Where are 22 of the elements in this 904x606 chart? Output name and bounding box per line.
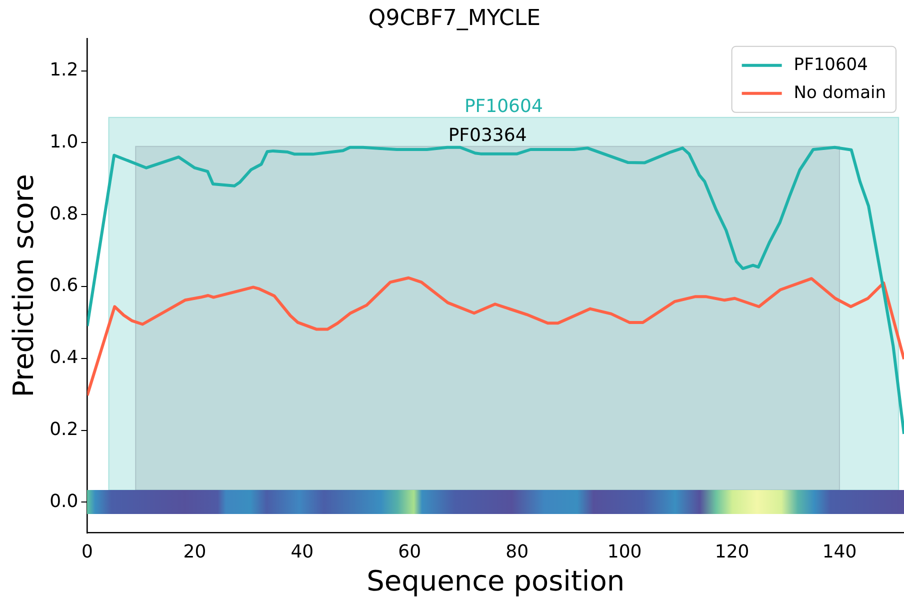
chart-title: Q9CBF7_MYCLE	[368, 6, 541, 31]
x-tick-label: 80	[506, 541, 529, 562]
y-tick-label: 0.0	[50, 490, 78, 512]
x-tick-label: 0	[82, 541, 93, 562]
band-label: PF03364	[448, 125, 527, 146]
legend-label: PF10604	[794, 54, 868, 75]
x-tick-label: 140	[822, 541, 857, 562]
x-tick-label: 20	[183, 541, 206, 562]
x-tick-label: 120	[714, 541, 750, 562]
x-tick-label: 60	[398, 541, 422, 562]
legend-label: No domain	[794, 82, 886, 103]
y-tick-label: 1.0	[50, 131, 78, 152]
x-tick-label: 40	[290, 541, 314, 562]
x-axis-title: Sequence position	[366, 564, 625, 598]
y-tick-label: 1.2	[50, 59, 78, 80]
band-label: PF10604	[464, 96, 543, 118]
y-tick-label: 0.2	[50, 418, 78, 440]
y-tick-label: 0.4	[50, 347, 78, 368]
y-tick-label: 0.8	[50, 203, 78, 224]
x-tick-label: 100	[607, 541, 642, 562]
y-tick-label: 0.6	[50, 275, 78, 296]
y-axis-title: Prediction score	[7, 174, 40, 398]
